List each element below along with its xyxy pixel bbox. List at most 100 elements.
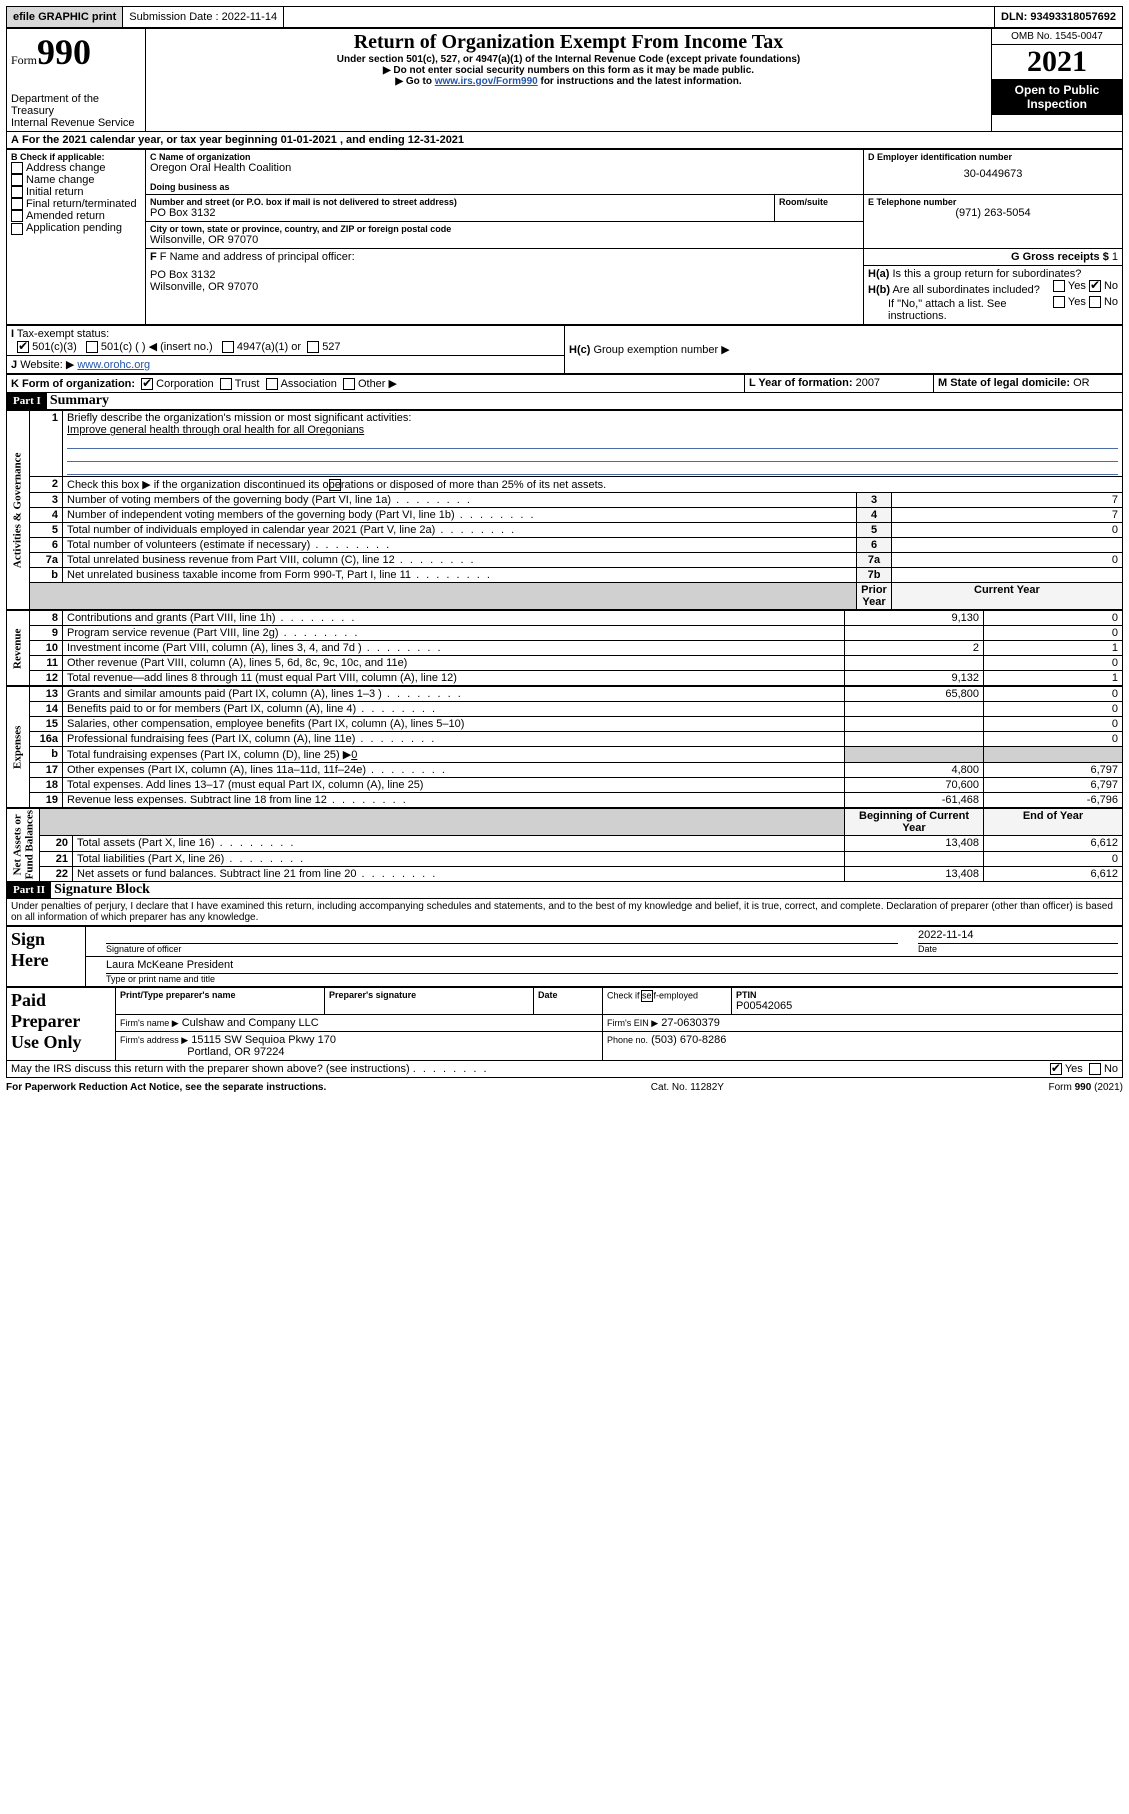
gross-receipts: 1 [1112, 251, 1118, 263]
l3-val: 7 [891, 493, 1122, 508]
e-head: E Telephone number [868, 197, 1118, 207]
city-head: City or town, state or province, country… [150, 224, 859, 234]
cb-address-change[interactable] [11, 162, 23, 174]
goto-pre: Go to [406, 76, 435, 87]
l19-label: Revenue less expenses. Subtract line 18 … [63, 793, 845, 808]
side-revenue: Revenue [7, 611, 30, 686]
org-name: Oregon Oral Health Coalition [150, 162, 859, 174]
beg-year-head: Beginning of Current Year [845, 809, 984, 836]
l14-py [845, 702, 984, 717]
m-head: M State of legal domicile: [938, 377, 1070, 389]
omb-number: OMB No. 1545-0047 [992, 29, 1122, 45]
cb-corp[interactable] [141, 378, 153, 390]
sign-here-block: Sign Here Signature of officer 2022-11-1… [6, 926, 1123, 987]
l16a-py [845, 732, 984, 747]
street-head: Number and street (or P.O. box if mail i… [150, 197, 770, 207]
l9-cy: 0 [984, 626, 1123, 641]
hb-yes: Yes [1068, 296, 1086, 308]
form-header: Form990 Department of the Treasury Inter… [6, 28, 1123, 132]
j-head: Website: ▶ [20, 359, 74, 371]
part1-title: Summary [50, 393, 109, 408]
ha-no: No [1104, 280, 1118, 292]
l16b-val: 0 [351, 749, 357, 761]
d-head: D Employer identification number [868, 152, 1118, 162]
l6-val [891, 538, 1122, 553]
l14-cy: 0 [984, 702, 1123, 717]
l19-cy: -6,796 [984, 793, 1123, 808]
l3-label: Number of voting members of the governin… [63, 493, 857, 508]
cb-ha-no[interactable] [1089, 280, 1101, 292]
street: PO Box 3132 [150, 207, 770, 219]
hb-no: No [1104, 296, 1118, 308]
l22-label: Net assets or fund balances. Subtract li… [73, 866, 845, 881]
l10-label: Investment income (Part VIII, column (A)… [63, 641, 845, 656]
cb-discuss-no[interactable] [1089, 1063, 1101, 1075]
cb-initial-return[interactable] [11, 186, 23, 198]
opt-501c: 501(c) ( ) ◀ (insert no.) [101, 341, 213, 353]
hb-text: Are all subordinates included? [892, 284, 1039, 296]
submission-date: Submission Date : 2022-11-14 [123, 7, 284, 27]
l17-cy: 6,797 [984, 763, 1123, 778]
cb-discuss-yes[interactable] [1050, 1063, 1062, 1075]
l21-py [845, 851, 984, 866]
firm-phone: (503) 670-8286 [651, 1034, 726, 1046]
l10-py: 2 [845, 641, 984, 656]
ptin-head: PTIN [736, 990, 1118, 1000]
firm-name: Culshaw and Company LLC [182, 1017, 319, 1029]
l17-py: 4,800 [845, 763, 984, 778]
ha-yes: Yes [1068, 280, 1086, 292]
website-link[interactable]: www.orohc.org [77, 359, 150, 371]
firm-ein-head: Firm's EIN ▶ [607, 1018, 658, 1028]
irs-link[interactable]: www.irs.gov/Form990 [435, 76, 538, 87]
pp-name-head: Print/Type preparer's name [120, 990, 320, 1000]
ij-block: I Tax-exempt status: 501(c)(3) 501(c) ( … [6, 325, 1123, 374]
subtitle-code: Under section 501(c), 527, or 4947(a)(1)… [150, 54, 987, 65]
end-year-head: End of Year [984, 809, 1123, 836]
l11-cy: 0 [984, 656, 1123, 671]
l1-value: Improve general health through oral heal… [67, 424, 364, 436]
part2-header: Part II [7, 882, 51, 898]
cb-amended-return[interactable] [11, 210, 23, 222]
efile-print-button[interactable]: efile GRAPHIC print [7, 7, 123, 27]
f-head: F F Name and address of principal office… [150, 251, 859, 263]
firm-addr2: Portland, OR 97224 [187, 1046, 284, 1058]
opt-assoc: Association [281, 378, 337, 390]
cb-501c[interactable] [86, 341, 98, 353]
top-bar: efile GRAPHIC print Submission Date : 20… [6, 6, 1123, 28]
cb-name-change[interactable] [11, 174, 23, 186]
cb-ha-yes[interactable] [1053, 280, 1065, 292]
city: Wilsonville, OR 97070 [150, 234, 859, 246]
l20-py: 13,408 [845, 836, 984, 851]
cb-hb-yes[interactable] [1053, 296, 1065, 308]
cb-self-employed[interactable] [641, 990, 653, 1002]
cb-other[interactable] [343, 378, 355, 390]
phone-head: Phone no. [607, 1035, 648, 1045]
l6-label: Total number of volunteers (estimate if … [63, 538, 857, 553]
irs-label: Internal Revenue Service [11, 117, 141, 129]
cb-527[interactable] [307, 341, 319, 353]
discuss-label: May the IRS discuss this return with the… [11, 1063, 410, 1075]
l8-cy: 0 [984, 611, 1123, 626]
cb-501c3[interactable] [17, 341, 29, 353]
cb-application-pending[interactable] [11, 223, 23, 235]
cb-final-return[interactable] [11, 198, 23, 210]
subtitle-ssn: Do not enter social security numbers on … [150, 65, 987, 76]
pp-sig-head: Preparer's signature [329, 990, 529, 1000]
l20-cy: 6,612 [984, 836, 1123, 851]
cb-assoc[interactable] [266, 378, 278, 390]
state-domicile: OR [1073, 377, 1090, 389]
cb-hb-no[interactable] [1089, 296, 1101, 308]
l16a-cy: 0 [984, 732, 1123, 747]
cb-trust[interactable] [220, 378, 232, 390]
l5-label: Total number of individuals employed in … [63, 523, 857, 538]
line-a-text: For the 2021 calendar year, or tax year … [22, 134, 464, 146]
ein: 30-0449673 [868, 162, 1118, 186]
cb-4947[interactable] [222, 341, 234, 353]
footer-right: Form 990 (2021) [1049, 1082, 1123, 1093]
l15-py [845, 717, 984, 732]
tax-year: 2021 [992, 45, 1122, 79]
l22-cy: 6,612 [984, 866, 1123, 881]
page-footer: For Paperwork Reduction Act Notice, see … [6, 1082, 1123, 1093]
cb-l2[interactable] [329, 479, 341, 491]
officer-name-title: Laura McKeane President [106, 959, 1118, 974]
